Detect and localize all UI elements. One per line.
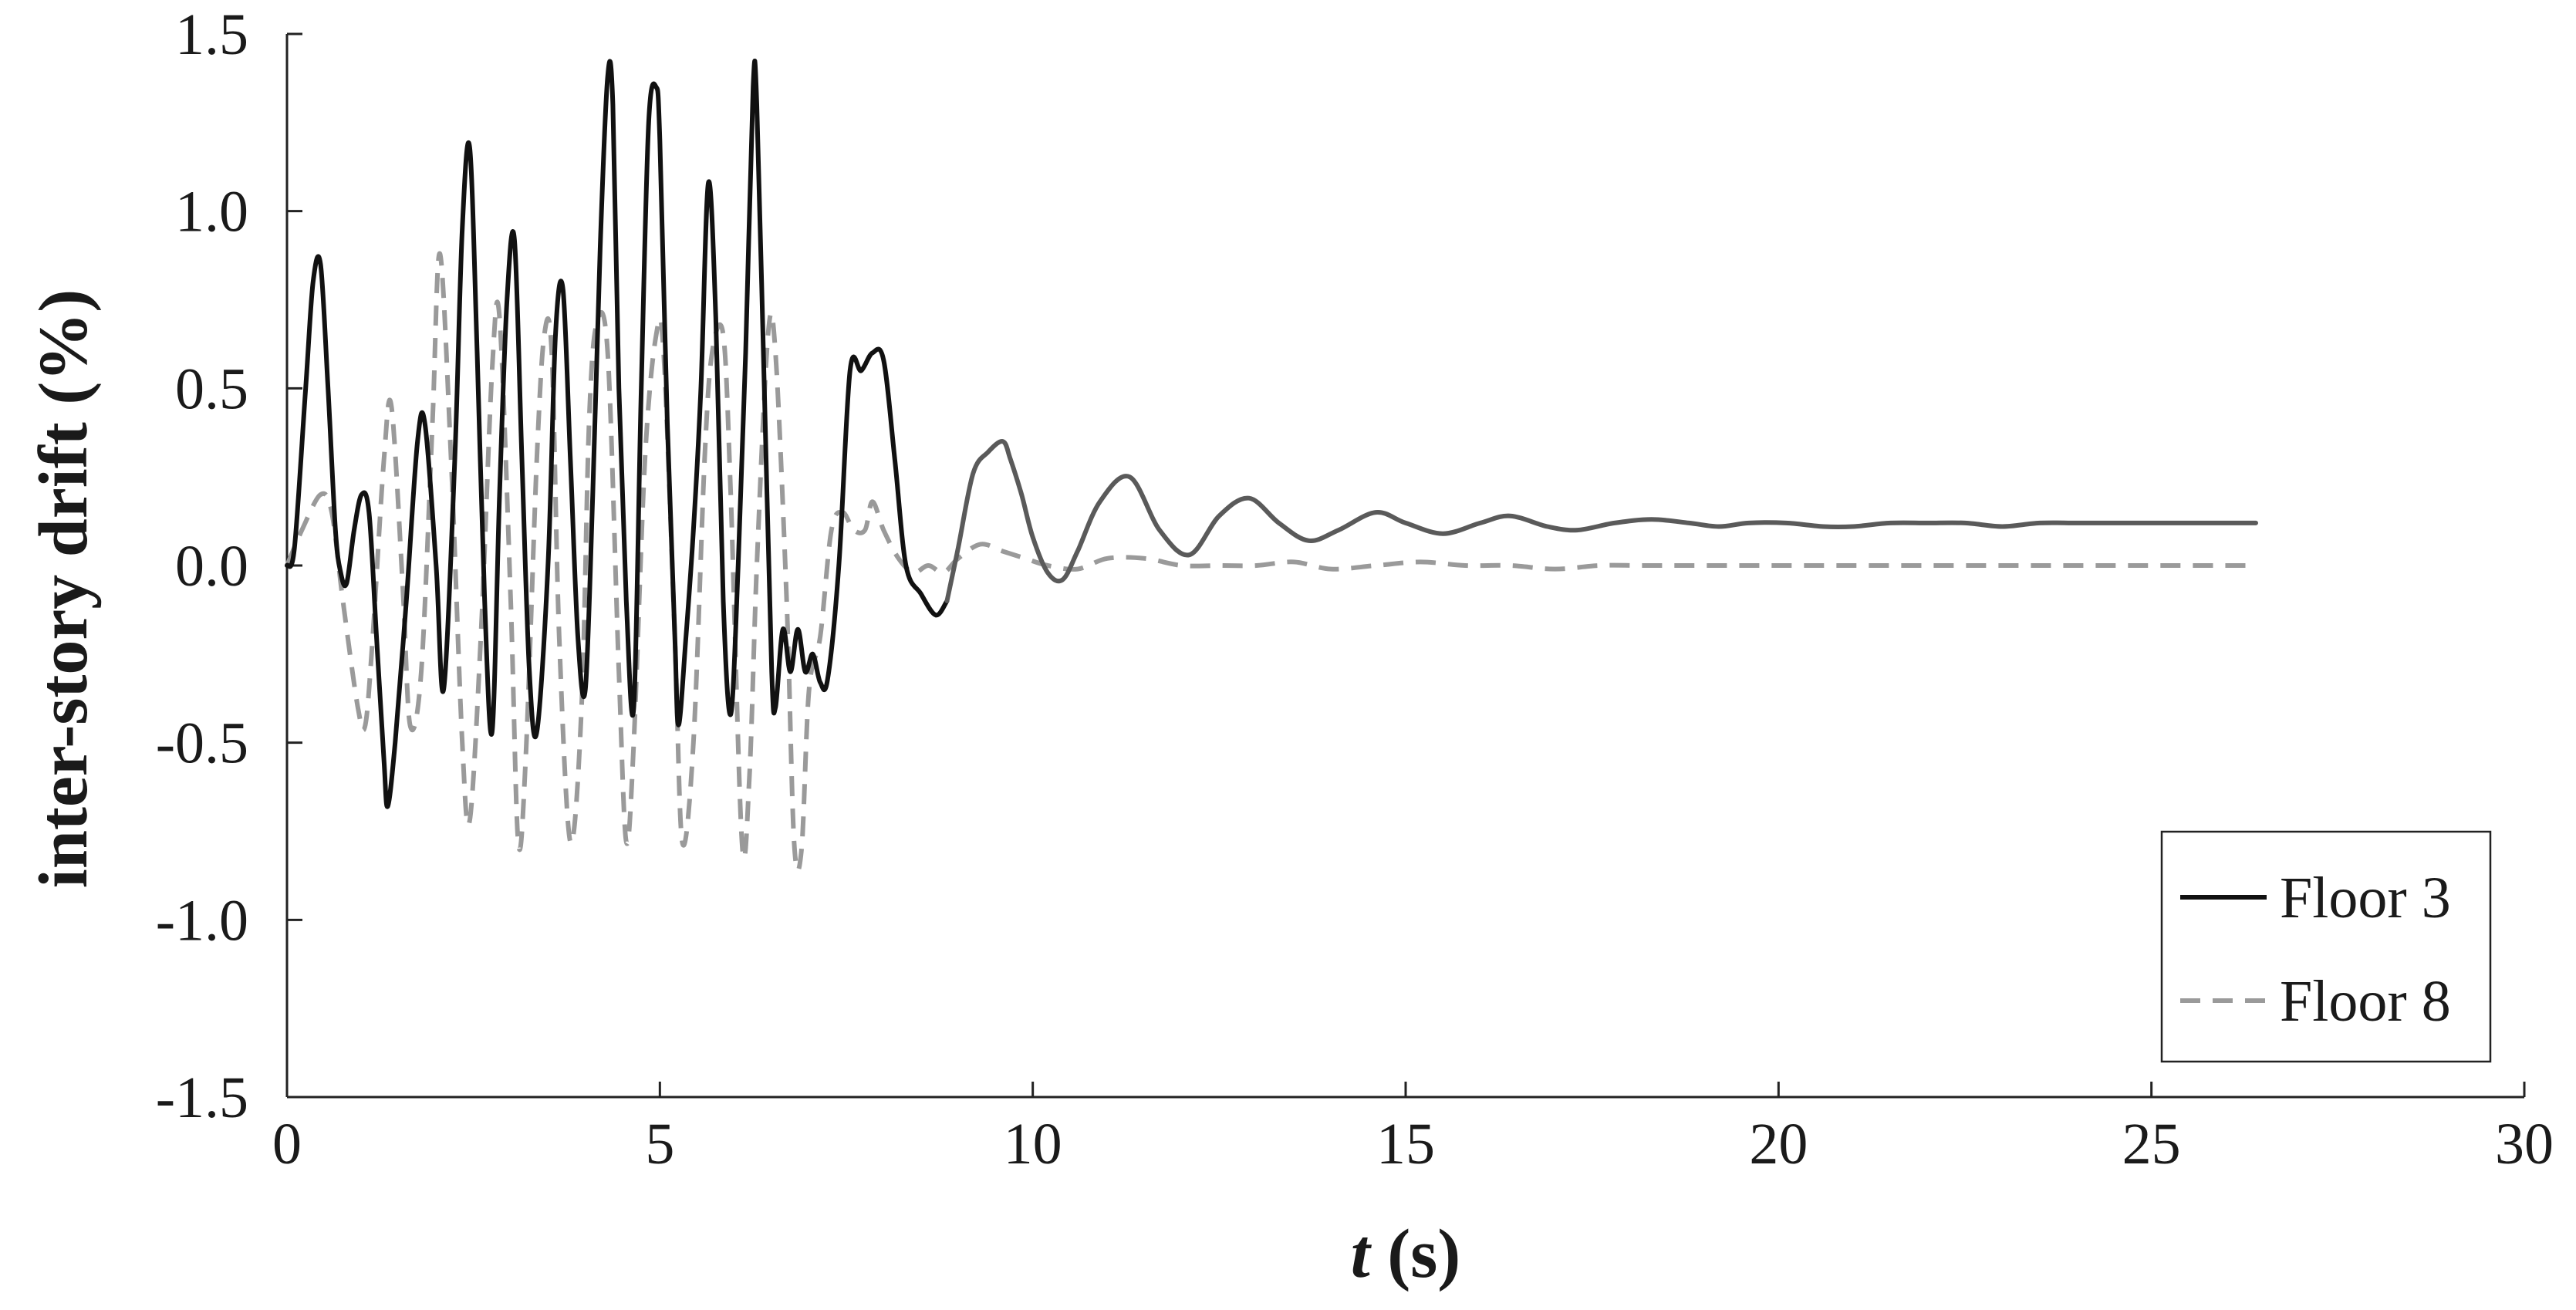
legend: Floor 3 Floor 8	[2160, 830, 2492, 1063]
y-tick-label: 0.5	[175, 356, 248, 421]
y-tick-label: -0.5	[156, 711, 248, 776]
y-tick-label: -1.5	[156, 1065, 248, 1130]
y-tick-label: 1.0	[175, 180, 248, 245]
x-tick-label: 20	[1749, 1112, 1808, 1177]
legend-label-floor-3: Floor 3	[2280, 866, 2451, 930]
series-layer	[285, 58, 2258, 873]
x-axis-title: t (s)	[1351, 1216, 1460, 1292]
x-axis-title-unit: (s)	[1370, 1216, 1460, 1292]
y-axis-title: inter-story drift (%)	[25, 289, 102, 888]
y-tick-label: 0.0	[175, 534, 248, 599]
series-line-floor-3	[285, 58, 950, 809]
x-tick-label: 0	[272, 1112, 302, 1177]
x-axis-ticks: 0 5 10 15 20 25 30	[272, 1082, 2554, 1177]
legend-box	[2160, 830, 2492, 1063]
x-tick-label: 15	[1376, 1112, 1435, 1177]
legend-label-floor-8: Floor 8	[2280, 969, 2451, 1034]
y-tick-label: 1.5	[175, 2, 248, 67]
series-line-floor-3-tail	[944, 439, 2258, 603]
y-tick-label: -1.0	[156, 888, 248, 953]
axes: 0 5 10 15 20 25 30 -1.5 -1.0 -0.5 0.0 0.5 1.0 1.5	[156, 2, 2554, 1177]
x-tick-label: 25	[2122, 1112, 2181, 1177]
x-tick-label: 10	[1004, 1112, 1062, 1177]
y-axis-ticks: -1.5 -1.0 -0.5 0.0 0.5 1.0 1.5	[156, 2, 302, 1130]
series-line-floor-8	[285, 251, 2256, 873]
x-tick-label: 30	[2495, 1112, 2554, 1177]
x-axis-title-symbol: t	[1351, 1216, 1372, 1292]
x-tick-label: 5	[645, 1112, 674, 1177]
